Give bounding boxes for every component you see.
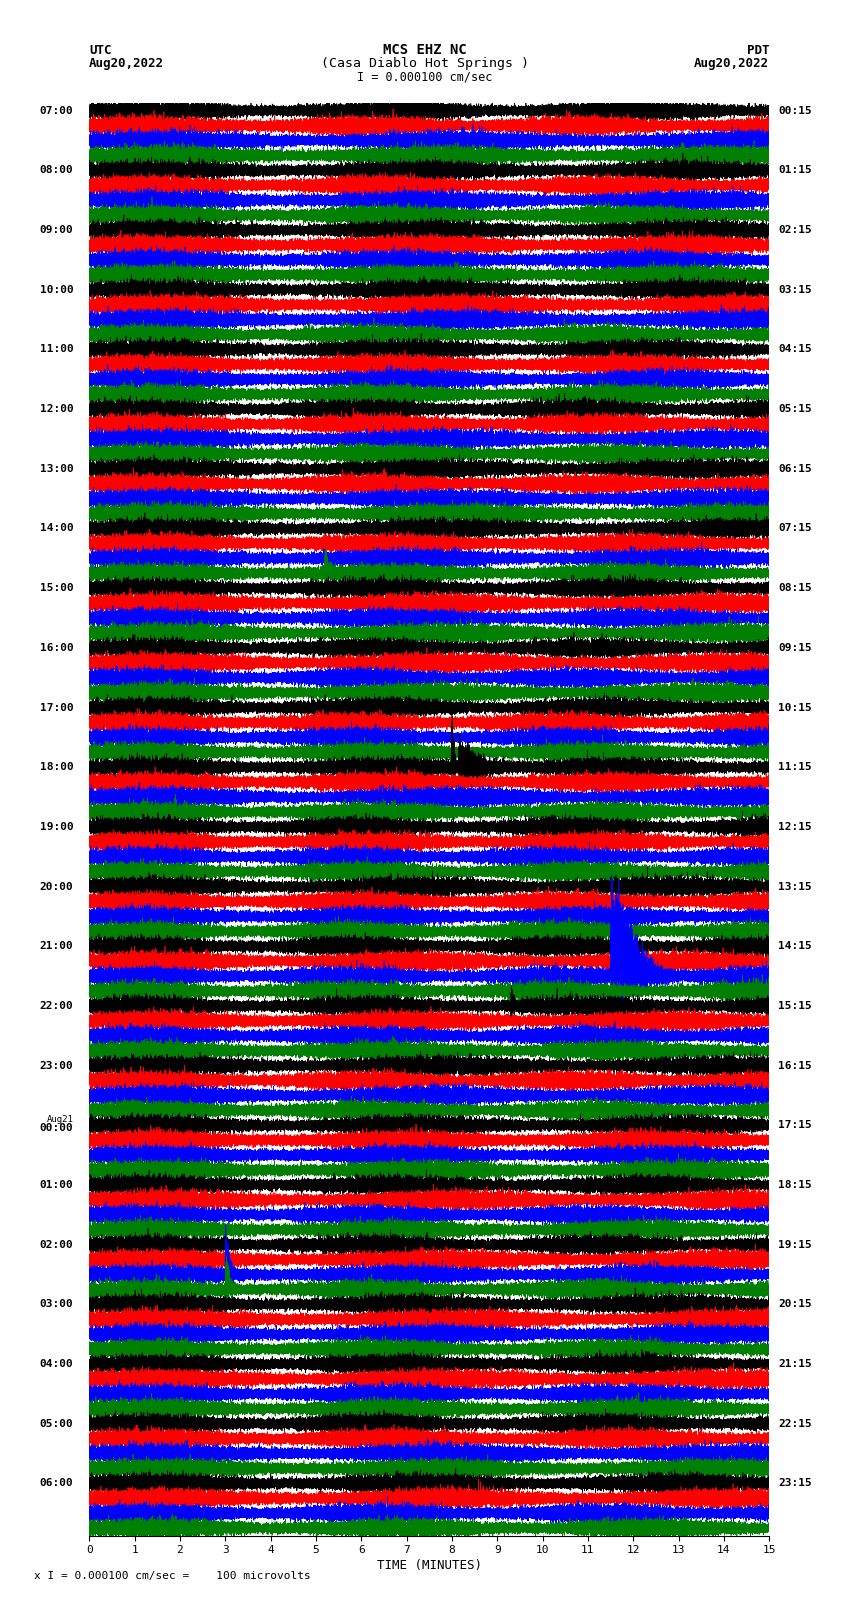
Text: 19:00: 19:00	[40, 823, 73, 832]
X-axis label: TIME (MINUTES): TIME (MINUTES)	[377, 1560, 482, 1573]
Text: 14:00: 14:00	[40, 524, 73, 534]
Text: x I = 0.000100 cm/sec =    100 microvolts: x I = 0.000100 cm/sec = 100 microvolts	[34, 1571, 311, 1581]
Text: 17:00: 17:00	[40, 703, 73, 713]
Text: 17:15: 17:15	[779, 1121, 812, 1131]
Text: 05:00: 05:00	[40, 1419, 73, 1429]
Text: 13:15: 13:15	[779, 882, 812, 892]
Text: 18:00: 18:00	[40, 763, 73, 773]
Text: 09:15: 09:15	[779, 644, 812, 653]
Text: I = 0.000100 cm/sec: I = 0.000100 cm/sec	[357, 69, 493, 84]
Text: 23:00: 23:00	[40, 1061, 73, 1071]
Text: 07:15: 07:15	[779, 524, 812, 534]
Text: 11:15: 11:15	[779, 763, 812, 773]
Text: 03:15: 03:15	[779, 286, 812, 295]
Text: 20:15: 20:15	[779, 1300, 812, 1310]
Text: 14:15: 14:15	[779, 942, 812, 952]
Text: UTC: UTC	[89, 44, 111, 58]
Text: 22:15: 22:15	[779, 1419, 812, 1429]
Text: 07:00: 07:00	[40, 106, 73, 116]
Text: (Casa Diablo Hot Springs ): (Casa Diablo Hot Springs )	[321, 56, 529, 71]
Text: 13:00: 13:00	[40, 465, 73, 474]
Text: 16:00: 16:00	[40, 644, 73, 653]
Text: 06:15: 06:15	[779, 465, 812, 474]
Text: 01:15: 01:15	[779, 166, 812, 176]
Text: 21:15: 21:15	[779, 1360, 812, 1369]
Text: 08:00: 08:00	[40, 166, 73, 176]
Text: 18:15: 18:15	[779, 1181, 812, 1190]
Text: 10:00: 10:00	[40, 286, 73, 295]
Text: 04:00: 04:00	[40, 1360, 73, 1369]
Text: 16:15: 16:15	[779, 1061, 812, 1071]
Text: 00:00: 00:00	[40, 1123, 73, 1132]
Text: Aug20,2022: Aug20,2022	[694, 56, 769, 71]
Text: 09:00: 09:00	[40, 226, 73, 235]
Text: 03:00: 03:00	[40, 1300, 73, 1310]
Text: 00:15: 00:15	[779, 106, 812, 116]
Text: 19:15: 19:15	[779, 1240, 812, 1250]
Text: 12:00: 12:00	[40, 405, 73, 415]
Text: 15:00: 15:00	[40, 584, 73, 594]
Text: 22:00: 22:00	[40, 1002, 73, 1011]
Text: 08:15: 08:15	[779, 584, 812, 594]
Text: PDT: PDT	[747, 44, 769, 58]
Text: 21:00: 21:00	[40, 942, 73, 952]
Text: Aug20,2022: Aug20,2022	[89, 56, 164, 71]
Text: 02:15: 02:15	[779, 226, 812, 235]
Text: 02:00: 02:00	[40, 1240, 73, 1250]
Text: 15:15: 15:15	[779, 1002, 812, 1011]
Text: 04:15: 04:15	[779, 345, 812, 355]
Text: 11:00: 11:00	[40, 345, 73, 355]
Text: 06:00: 06:00	[40, 1479, 73, 1489]
Text: 12:15: 12:15	[779, 823, 812, 832]
Text: Aug21: Aug21	[47, 1115, 73, 1124]
Text: 01:00: 01:00	[40, 1181, 73, 1190]
Text: 20:00: 20:00	[40, 882, 73, 892]
Text: 23:15: 23:15	[779, 1479, 812, 1489]
Text: 10:15: 10:15	[779, 703, 812, 713]
Text: 05:15: 05:15	[779, 405, 812, 415]
Text: MCS EHZ NC: MCS EHZ NC	[383, 44, 467, 58]
